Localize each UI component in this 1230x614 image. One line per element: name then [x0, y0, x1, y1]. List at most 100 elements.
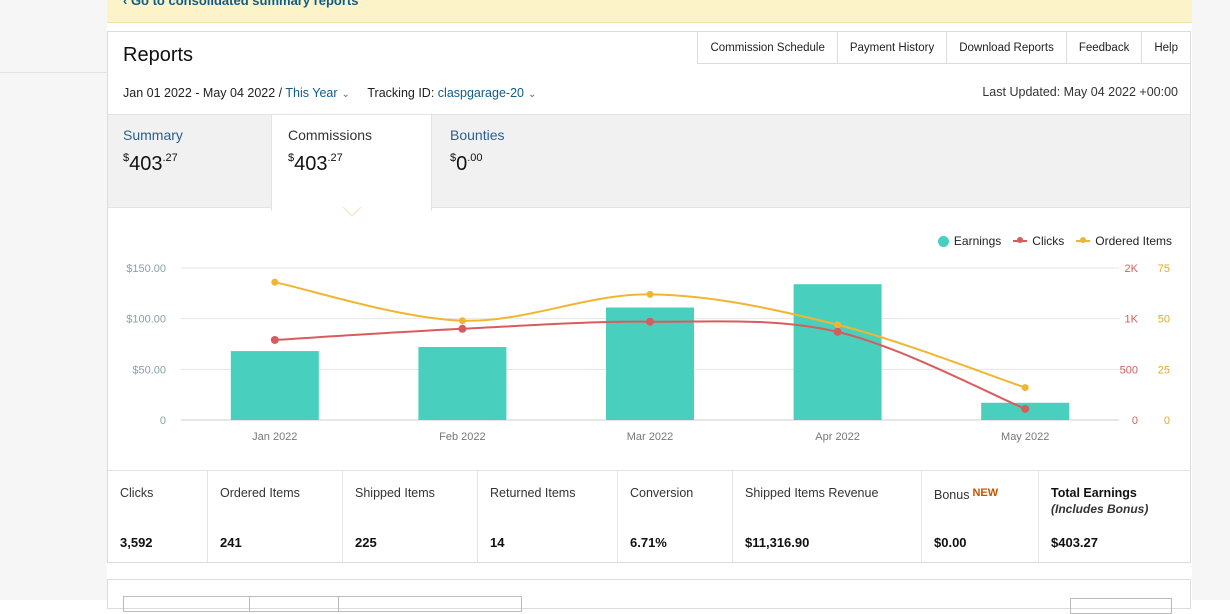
consolidated-banner: ‹ Go to consolidated summary reports: [107, 0, 1192, 23]
summary-band: Summary $403.27 Commissions $403.27 Boun…: [108, 114, 1190, 211]
stats-row: Clicks 3,592 Ordered Items 241 Shipped I…: [108, 470, 1190, 563]
clicks-point: [1021, 404, 1030, 413]
ordered-items-point: [834, 321, 842, 329]
toggle-button[interactable]: [338, 596, 522, 612]
period-dropdown[interactable]: This Year: [285, 86, 338, 100]
tab-help[interactable]: Help: [1141, 32, 1190, 64]
clicks-point: [270, 335, 279, 344]
page-title: Reports: [123, 44, 194, 66]
reports-card: Reports Commission Schedule Payment Hist…: [107, 31, 1191, 563]
stat-label: Returned Items: [490, 486, 576, 500]
earnings-bar: [606, 307, 694, 420]
stat-value: 3,592: [120, 535, 153, 550]
clicks-point: [646, 317, 654, 326]
y-right-clicks-tick-label: 0: [1132, 415, 1138, 427]
bounties-tab-label: Bounties: [450, 127, 505, 143]
stat-conversion: Conversion 6.71%: [618, 471, 733, 563]
ordered-items-point: [646, 290, 654, 298]
x-tick-label: Mar 2022: [627, 431, 673, 443]
summary-amount: $403.27: [123, 152, 178, 175]
stat-value: 14: [490, 535, 505, 550]
tab-commissions[interactable]: Commissions $403.27: [271, 115, 432, 211]
bounties-amount: $0.00: [450, 152, 483, 175]
x-tick-label: May 2022: [1001, 431, 1049, 443]
ordered-items-point: [1021, 384, 1029, 392]
y-right-ordered-tick-label: 0: [1164, 415, 1170, 427]
y-right-clicks-tick-label: 2K: [1125, 263, 1139, 275]
tracking-label: Tracking ID:: [367, 86, 435, 100]
stat-label: Clicks: [120, 486, 154, 500]
y-right-ordered-tick-label: 50: [1158, 314, 1170, 326]
stat-value: 241: [220, 535, 242, 550]
ordered-items-point: [271, 278, 279, 286]
y-left-tick-label: $150.00: [126, 263, 166, 275]
stat-label: Shipped Items: [355, 486, 435, 500]
right-gutter: [1192, 0, 1230, 600]
stat-label: Conversion: [630, 486, 694, 500]
y-right-ordered-tick-label: 25: [1158, 364, 1170, 376]
legend-earnings[interactable]: Earnings: [937, 234, 1001, 248]
stat-clicks: Clicks 3,592: [108, 471, 208, 563]
y-left-tick-label: $100.00: [126, 314, 166, 326]
legend-clicks[interactable]: Clicks: [1013, 234, 1064, 248]
stat-label: Ordered Items: [220, 486, 300, 500]
table-action-button[interactable]: [1070, 598, 1172, 614]
earnings-chart: 0 $50.00 $100.00 $150.00 0 500 1K 2K 0 25 50 75 Jan …: [126, 263, 1170, 443]
stat-label: Total Earnings: [1051, 486, 1137, 500]
tab-commission-schedule[interactable]: Commission Schedule: [697, 32, 837, 64]
stat-shipped-revenue: Shipped Items Revenue $11,316.90: [733, 471, 922, 563]
report-nav-tabs: Commission Schedule Payment History Down…: [697, 32, 1190, 64]
clicks-point: [458, 324, 467, 333]
stat-bonus: Bonus NEW $0.00: [922, 471, 1039, 563]
stat-value: $403.27: [1051, 535, 1098, 550]
last-updated: Last Updated: May 04 2022 +00:00: [982, 85, 1178, 99]
view-toggle-group: [123, 596, 522, 612]
tracking-id-dropdown[interactable]: claspgarage-20: [437, 86, 524, 100]
commissions-amount: $403.27: [288, 152, 343, 175]
consolidated-summary-link[interactable]: ‹ Go to consolidated summary reports: [123, 0, 359, 8]
new-badge: NEW: [972, 487, 999, 499]
ordered-line-icon: [1076, 237, 1091, 243]
stat-value: 225: [355, 535, 377, 550]
earnings-dot-icon: [937, 235, 949, 247]
tab-feedback[interactable]: Feedback: [1065, 32, 1142, 64]
tab-payment-history[interactable]: Payment History: [836, 32, 947, 64]
y-right-clicks-tick-label: 500: [1120, 364, 1138, 376]
chart-legend: Earnings Clicks Ordered Items: [937, 234, 1172, 248]
y-right-ordered-tick-label: 75: [1158, 263, 1170, 275]
summary-tab-label: Summary: [123, 127, 183, 143]
clicks-point: [833, 327, 842, 336]
earnings-bar: [230, 351, 319, 420]
stat-total-earnings: Total Earnings (Includes Bonus) $403.27: [1039, 471, 1190, 563]
stat-ordered-items: Ordered Items 241: [208, 471, 343, 563]
stat-shipped-items: Shipped Items 225: [343, 471, 478, 563]
legend-ordered-items[interactable]: Ordered Items: [1076, 234, 1172, 248]
x-tick-label: Jan 2022: [252, 431, 297, 443]
chevron-down-icon[interactable]: ⌄: [341, 89, 350, 100]
earnings-bar: [418, 347, 507, 420]
commissions-tab-label: Commissions: [288, 127, 373, 143]
stat-label: Shipped Items Revenue: [745, 486, 879, 500]
tab-summary[interactable]: Summary $403.27: [123, 127, 183, 176]
active-tab-pointer: [343, 206, 361, 215]
chevron-down-icon[interactable]: ⌄: [527, 89, 537, 100]
toggle-button[interactable]: [123, 596, 249, 612]
tab-bounties[interactable]: Bounties $0.00: [450, 127, 504, 176]
stat-returned-items: Returned Items 14: [478, 471, 618, 563]
y-right-clicks-tick-label: 1K: [1125, 314, 1139, 326]
stat-value: 6.71%: [630, 535, 667, 550]
stat-value: $0.00: [934, 535, 967, 550]
table-card: [107, 579, 1191, 614]
tab-download-reports[interactable]: Download Reports: [946, 32, 1066, 64]
filter-row: Jan 01 2022 - May 04 2022 / This Year ⌄ T…: [123, 86, 536, 100]
toggle-button[interactable]: [249, 596, 338, 612]
stat-label: Bonus NEW: [934, 487, 999, 502]
stat-value: $11,316.90: [745, 535, 810, 550]
date-range: Jan 01 2022 - May 04 2022 /: [123, 86, 283, 100]
x-tick-label: Feb 2022: [439, 431, 485, 443]
stat-sublabel: (Includes Bonus): [1051, 502, 1149, 516]
clicks-line-icon: [1013, 237, 1028, 243]
y-left-tick-label: 0: [160, 415, 166, 427]
x-tick-label: Apr 2022: [815, 431, 860, 443]
earnings-bar: [793, 284, 882, 420]
